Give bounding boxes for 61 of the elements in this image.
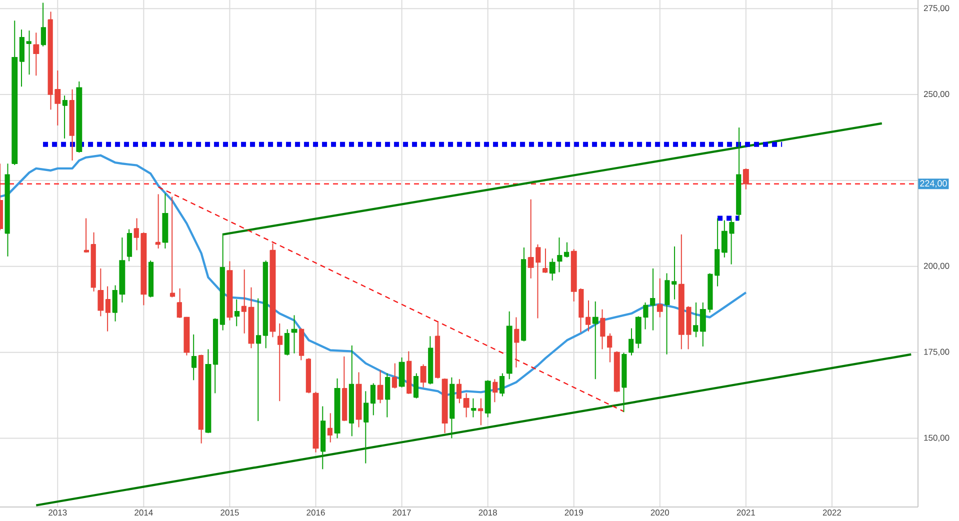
candlestick (607, 332, 612, 363)
candlestick (26, 30, 32, 76)
candlestick (586, 300, 591, 332)
x-tick-label: 2017 (392, 510, 411, 516)
candlestick (370, 382, 376, 416)
candlestick (327, 412, 332, 443)
candlestick (549, 258, 556, 281)
candlestick (170, 196, 176, 298)
y-tick-label: 200,00 (924, 262, 950, 270)
x-tick-label: 2016 (306, 510, 325, 516)
x-tick-label: 2015 (220, 510, 239, 516)
candlestick (499, 372, 505, 397)
candlestick (600, 308, 606, 350)
candlestick (514, 316, 520, 368)
y-tick-label: 275,00 (924, 5, 950, 12)
candlestick (492, 378, 498, 403)
candlestick (564, 242, 570, 258)
x-tick-label: 2018 (478, 510, 497, 516)
line-series (0, 154, 748, 396)
candlestick (650, 268, 656, 331)
candlestick (742, 168, 749, 190)
y-tick-label: 150,00 (924, 434, 950, 442)
candlestick (656, 278, 663, 318)
candlestick (98, 268, 104, 317)
candlestick (413, 372, 419, 399)
candlestick (284, 328, 290, 356)
candlestick (40, 2, 46, 47)
candlestick (278, 322, 283, 402)
x-tick-label: 2013 (48, 510, 67, 516)
candlestick (456, 378, 462, 404)
candlestick (105, 286, 111, 332)
candlestick (557, 237, 562, 273)
candlestick (377, 370, 384, 404)
candlestick (392, 362, 398, 389)
candlestick (420, 364, 426, 388)
ref-line-label: 224,00 (920, 180, 947, 188)
candlestick (542, 248, 548, 274)
candlestick (592, 300, 598, 380)
candlestick (176, 288, 182, 318)
candlestick (628, 328, 634, 356)
candlestick (155, 194, 160, 250)
candlestick (126, 228, 132, 262)
y-tick-label: 250,00 (924, 91, 950, 98)
x-tick-label: 2022 (822, 510, 841, 516)
x-tick-label: 2021 (736, 510, 755, 516)
candlestick (463, 392, 470, 418)
y-tick-label: 175,00 (924, 348, 950, 356)
x-tick-label: 2014 (134, 510, 153, 516)
candlestick (364, 390, 369, 464)
candlestick (84, 218, 90, 254)
candlestick (234, 298, 240, 327)
candlestick (256, 298, 262, 422)
candlestick (291, 314, 298, 354)
x-tick-label: 2019 (564, 510, 583, 516)
candlestick (471, 398, 476, 418)
candlestick (385, 372, 390, 418)
candlestick (62, 95, 68, 140)
candlestick (191, 334, 197, 381)
candlestick (33, 32, 40, 76)
candlestick (693, 302, 698, 338)
x-tick-label: 2020 (650, 510, 670, 516)
